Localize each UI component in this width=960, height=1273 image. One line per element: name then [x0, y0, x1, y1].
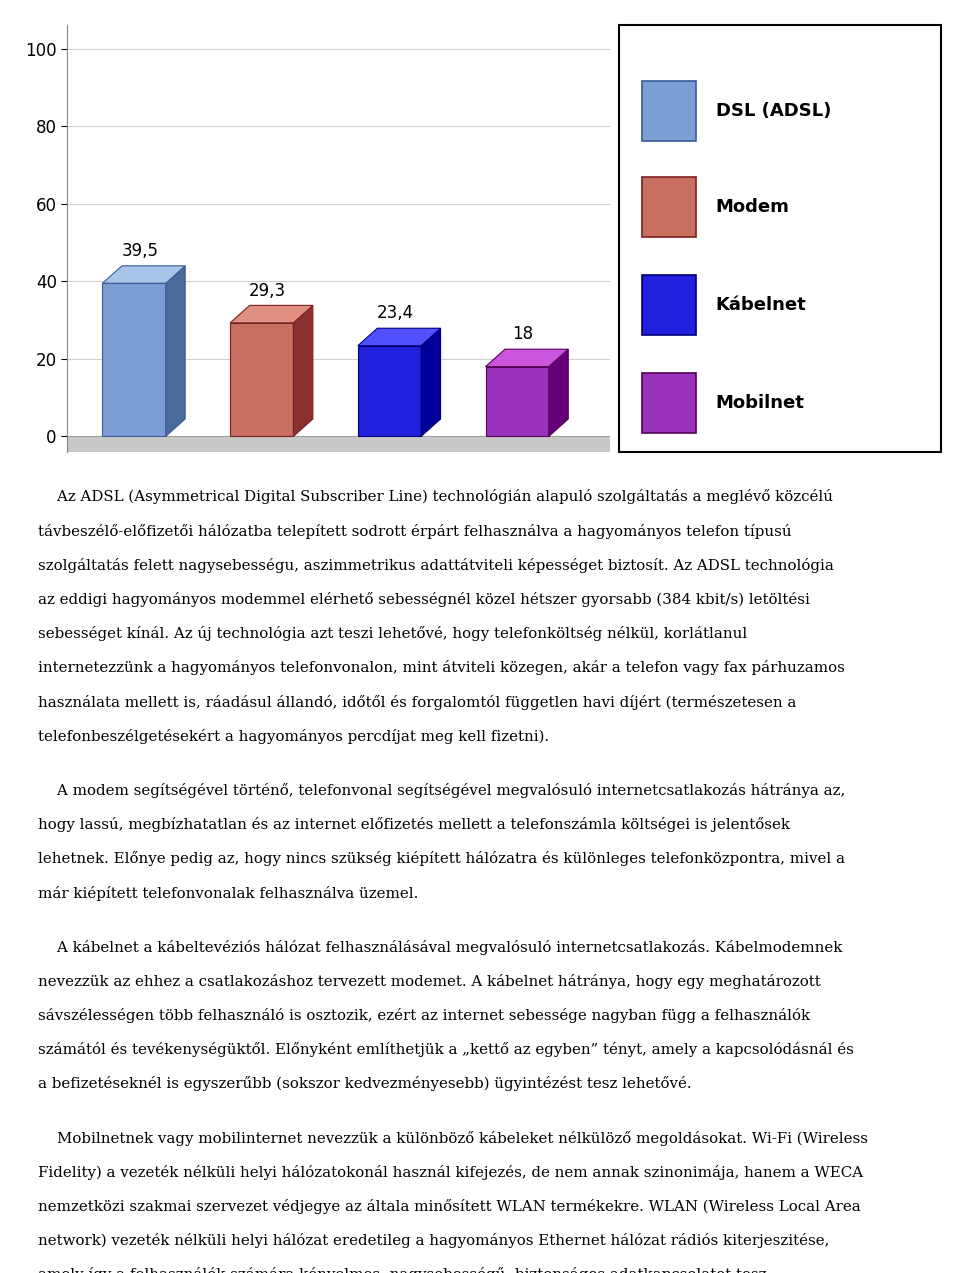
Text: Kábelnet: Kábelnet — [716, 295, 806, 313]
Text: hogy lassú, megbízhatatlan és az internet előfizetés mellett a telefonszámla köl: hogy lassú, megbízhatatlan és az interne… — [38, 817, 790, 833]
Polygon shape — [486, 349, 568, 367]
Text: lehetnek. Előnye pedig az, hogy nincs szükség kiépített hálózatra és különleges : lehetnek. Előnye pedig az, hogy nincs sz… — [38, 852, 846, 867]
Polygon shape — [294, 306, 313, 437]
Polygon shape — [421, 328, 441, 437]
Bar — [358, 346, 421, 437]
Text: az eddigi hagyományos modemmel elérhető sebességnél közel hétszer gyorsabb (384 : az eddigi hagyományos modemmel elérhető … — [38, 592, 810, 607]
Bar — [641, 81, 696, 140]
Bar — [230, 323, 294, 437]
Text: DSL (ADSL): DSL (ADSL) — [716, 102, 831, 120]
Bar — [67, 437, 677, 452]
Text: nevezzük az ehhez a csatlakozáshoz tervezett modemet. A kábelnet hátránya, hogy : nevezzük az ehhez a csatlakozáshoz terve… — [38, 974, 821, 989]
Text: szolgáltatás felett nagysebességu, aszimmetrikus adattátviteli képességet biztos: szolgáltatás felett nagysebességu, aszim… — [38, 558, 834, 573]
Text: használata mellett is, ráadásul állandó, időtől és forgalomtól független havi dí: használata mellett is, ráadásul állandó,… — [38, 695, 797, 709]
Text: már kiépített telefonvonalak felhasználva üzemel.: már kiépített telefonvonalak felhasználv… — [38, 886, 419, 900]
Text: amely így a felhasználók számára kényelmes, nagysebességű, biztonságos adatkapcs: amely így a felhasználók számára kényelm… — [38, 1268, 767, 1273]
Bar — [103, 284, 166, 437]
Text: Mobilnet: Mobilnet — [716, 393, 804, 412]
Text: telefonbeszélgetésekért a hagyományos percdíjat meg kell fizetni).: telefonbeszélgetésekért a hagyományos pe… — [38, 729, 549, 743]
Text: internetezzünk a hagyományos telefonvonalon, mint átviteli közegen, akár a telef: internetezzünk a hagyományos telefonvona… — [38, 661, 845, 676]
Bar — [641, 177, 696, 237]
Text: számától és tevékenységüktől. Előnyként említhetjük a „kettő az egyben” tényt, a: számától és tevékenységüktől. Előnyként … — [38, 1043, 854, 1058]
Text: nemzetközi szakmai szervezet védjegye az általa minősített WLAN termékekre. WLAN: nemzetközi szakmai szervezet védjegye az… — [38, 1199, 861, 1214]
Bar — [641, 275, 696, 335]
Text: Fidelity) a vezeték nélküli helyi hálózatokonál használ kifejezés, de nem annak : Fidelity) a vezeték nélküli helyi hálóza… — [38, 1165, 864, 1180]
Polygon shape — [549, 349, 568, 437]
Text: A kábelnet a kábeltevéziós hálózat felhasználásával megvalósuló internetcsatlako: A kábelnet a kábeltevéziós hálózat felha… — [38, 939, 843, 955]
Text: network) vezeték nélküli helyi hálózat eredetileg a hagyományos Ethernet hálózat: network) vezeték nélküli helyi hálózat e… — [38, 1234, 829, 1249]
Text: sebességet kínál. Az új technológia azt teszi lehetővé, hogy telefonköltség nélk: sebességet kínál. Az új technológia azt … — [38, 626, 748, 642]
Text: 29,3: 29,3 — [249, 281, 286, 299]
Text: a befizetéseknél is egyszerűbb (sokszor kedvezményesebb) ügyintézést tesz lehető: a befizetéseknél is egyszerűbb (sokszor … — [38, 1077, 692, 1091]
Text: 39,5: 39,5 — [121, 242, 158, 260]
Polygon shape — [230, 306, 313, 323]
Text: 23,4: 23,4 — [376, 304, 414, 322]
Text: A modem segítségével történő, telefonvonal segítségével megvalósuló internetcsat: A modem segítségével történő, telefonvon… — [38, 783, 846, 798]
Text: távbeszélő-előfizetői hálózatba telepített sodrott érpárt felhasználva a hagyomá: távbeszélő-előfizetői hálózatba telepíte… — [38, 523, 792, 538]
Text: Mobilnetnek vagy mobilinternet nevezzük a különböző kábeleket nélkülöző megoldás: Mobilnetnek vagy mobilinternet nevezzük … — [38, 1130, 869, 1146]
Text: sávszélességen több felhasználó is osztozik, ezért az internet sebessége nagyban: sávszélességen több felhasználó is oszto… — [38, 1008, 810, 1023]
Polygon shape — [166, 266, 185, 437]
Text: Modem: Modem — [716, 197, 789, 215]
Text: Az ADSL (Asymmetrical Digital Subscriber Line) technológián alapuló szolgáltatás: Az ADSL (Asymmetrical Digital Subscriber… — [38, 489, 833, 504]
Polygon shape — [103, 266, 185, 284]
Bar — [486, 367, 549, 437]
Text: 18: 18 — [513, 326, 534, 344]
Bar — [641, 373, 696, 433]
Polygon shape — [358, 328, 441, 346]
